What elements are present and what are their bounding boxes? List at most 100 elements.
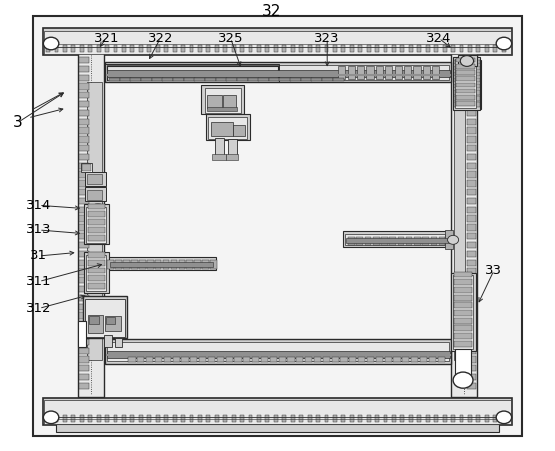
Bar — [207, 107, 237, 111]
Bar — [282, 45, 286, 52]
Bar — [454, 302, 472, 308]
Bar — [279, 357, 286, 362]
Bar — [44, 400, 511, 423]
Bar — [417, 415, 421, 422]
Bar — [85, 299, 125, 336]
Bar — [155, 357, 162, 362]
Bar — [274, 415, 278, 422]
Bar — [502, 45, 506, 52]
Bar — [467, 277, 476, 283]
Bar — [130, 415, 134, 422]
Bar — [456, 58, 475, 62]
Bar — [181, 357, 189, 362]
Bar — [88, 203, 105, 209]
Bar — [105, 415, 109, 422]
Bar — [252, 357, 259, 362]
Bar — [173, 415, 176, 422]
Bar — [215, 138, 224, 156]
Bar — [223, 45, 227, 52]
Bar — [316, 415, 320, 422]
Bar — [431, 237, 437, 245]
Bar — [130, 45, 134, 52]
Bar — [88, 252, 105, 258]
Bar — [392, 415, 396, 422]
Bar — [406, 237, 412, 245]
Text: 313: 313 — [26, 224, 52, 236]
Bar — [390, 237, 396, 245]
Bar — [366, 66, 374, 79]
Bar — [350, 45, 354, 52]
Bar — [79, 242, 89, 248]
Bar — [493, 45, 497, 52]
Bar — [79, 295, 89, 301]
Bar — [454, 333, 472, 339]
Bar — [131, 261, 138, 269]
Bar — [223, 95, 235, 108]
Bar — [451, 272, 476, 351]
Bar — [467, 163, 476, 169]
Bar — [455, 59, 476, 108]
Bar — [359, 45, 362, 52]
Bar — [139, 45, 143, 52]
Bar — [79, 136, 89, 143]
Bar — [173, 45, 176, 52]
Bar — [72, 415, 75, 422]
Bar — [87, 82, 103, 360]
Bar — [385, 357, 392, 362]
Bar — [205, 78, 216, 81]
Bar — [274, 45, 278, 52]
Bar — [291, 45, 295, 52]
Bar — [332, 357, 339, 362]
Bar — [210, 261, 217, 269]
Bar — [456, 77, 475, 81]
Bar — [181, 415, 185, 422]
Bar — [105, 339, 451, 364]
Bar — [190, 415, 193, 422]
Bar — [79, 259, 89, 266]
Bar — [63, 415, 67, 422]
Bar — [417, 45, 421, 52]
Bar — [453, 60, 481, 109]
Bar — [79, 74, 89, 81]
Circle shape — [460, 55, 473, 66]
Bar — [141, 78, 152, 81]
Bar — [341, 415, 345, 422]
Bar — [381, 237, 388, 245]
Text: 3: 3 — [13, 115, 23, 130]
Bar — [155, 261, 162, 269]
Bar — [367, 45, 371, 52]
Bar — [443, 45, 447, 52]
Bar — [97, 45, 100, 52]
Text: 311: 311 — [26, 275, 52, 288]
Bar — [401, 45, 405, 52]
Text: 33: 33 — [486, 264, 502, 277]
Bar — [467, 330, 476, 336]
Bar — [79, 224, 89, 230]
Bar — [217, 357, 224, 362]
Bar — [83, 296, 127, 338]
Bar — [162, 78, 173, 81]
Bar — [402, 357, 410, 362]
Bar — [467, 171, 476, 178]
Bar — [467, 154, 476, 160]
Bar — [104, 335, 112, 346]
Bar — [181, 45, 185, 52]
Text: 323: 323 — [315, 32, 340, 45]
Bar — [146, 357, 153, 362]
Bar — [105, 316, 120, 331]
Bar — [468, 415, 472, 422]
Bar — [307, 415, 311, 422]
Bar — [194, 261, 201, 269]
Bar — [114, 45, 118, 52]
Bar — [249, 45, 253, 52]
Bar — [206, 115, 250, 140]
Bar — [322, 78, 333, 81]
Bar — [79, 339, 89, 345]
Bar — [314, 357, 321, 362]
Bar — [454, 341, 472, 346]
Bar — [88, 260, 105, 266]
Bar — [79, 216, 89, 222]
Bar — [79, 163, 89, 169]
Bar — [460, 45, 463, 52]
Bar — [325, 415, 329, 422]
